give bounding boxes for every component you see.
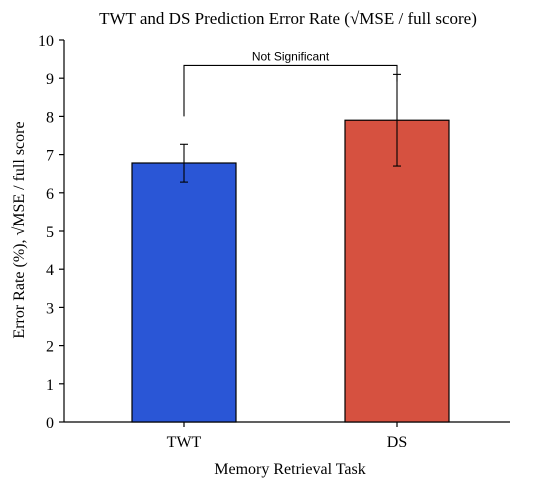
y-tick-label: 8 — [46, 109, 54, 126]
y-tick-label: 0 — [46, 415, 54, 432]
significance-label: Not Significant — [252, 49, 330, 63]
y-axis-label: Error Rate (%), √MSE / full score — [11, 121, 28, 338]
y-tick-label: 5 — [46, 224, 54, 241]
bar-twt — [131, 162, 237, 423]
plot-area: 0 1 2 3 4 5 6 7 8 9 10 TWT DS Not Significant — [38, 33, 510, 451]
y-tick-label: 4 — [46, 262, 54, 279]
chart-title: TWT and DS Prediction Error Rate (√MSE /… — [99, 9, 477, 28]
y-tick-label: 7 — [46, 148, 54, 165]
significance-bracket — [183, 64, 398, 117]
y-tick-label: 9 — [46, 71, 54, 88]
y-tick-label: 6 — [46, 186, 54, 203]
x-tick-label: TWT — [167, 434, 202, 451]
y-tick-label: 1 — [46, 377, 54, 394]
y-tick-label: 2 — [46, 339, 54, 356]
bar-ds — [344, 119, 450, 423]
y-tick-label: 3 — [46, 300, 54, 317]
y-tick-label: 10 — [38, 33, 54, 50]
x-axis-label: Memory Retrieval Task — [214, 461, 365, 478]
x-tick-label: DS — [387, 434, 407, 451]
